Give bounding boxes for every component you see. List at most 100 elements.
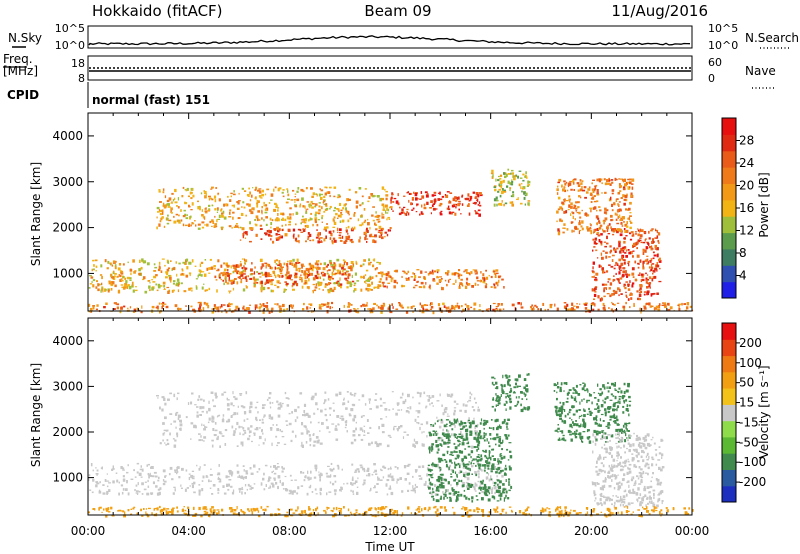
echo-cell: [590, 209, 592, 213]
echo-cell: [324, 186, 327, 189]
echo-cell: [375, 473, 378, 475]
echo-cell: [650, 245, 653, 247]
echo-cell: [238, 425, 241, 429]
echo-cell: [360, 214, 363, 217]
echo-cell: [489, 433, 492, 436]
echo-cell: [391, 478, 395, 482]
echo-cell: [154, 475, 158, 478]
echo-cell: [435, 430, 438, 432]
echo-cell: [253, 282, 256, 286]
echo-cell: [431, 492, 433, 495]
echo-cell: [359, 204, 362, 207]
echo-cell: [209, 474, 213, 476]
echo-cell: [428, 286, 431, 289]
echo-cell: [620, 248, 623, 251]
echo-cell: [329, 262, 332, 265]
echo-cell: [239, 226, 242, 229]
echo-cell: [429, 284, 431, 287]
echo-cell: [625, 235, 628, 237]
echo-cell: [421, 443, 423, 447]
echo-cell: [625, 255, 628, 258]
echo-cell: [464, 448, 467, 450]
echo-cell: [523, 192, 526, 195]
echo-cell: [475, 458, 477, 461]
echo-cell: [436, 420, 439, 423]
echo-cell: [212, 399, 214, 402]
echo-cell: [151, 279, 153, 281]
echo-cell: [458, 423, 462, 426]
echo-cell: [281, 430, 284, 433]
echo-cell: [135, 490, 139, 493]
echo-cell: [261, 406, 265, 409]
echo-cell: [112, 480, 115, 484]
echo-cell: [180, 219, 183, 222]
echo-cell: [161, 396, 165, 399]
echo-cell: [563, 210, 566, 214]
echo-cell: [575, 409, 578, 413]
echo-cell: [611, 454, 613, 459]
echo-cell: [181, 467, 184, 471]
echo-cell: [501, 278, 504, 281]
echo-cell: [365, 282, 367, 284]
echo-cell: [638, 298, 641, 301]
echo-cell: [211, 310, 215, 314]
echo-cell: [228, 279, 230, 282]
echo-cell: [310, 272, 313, 276]
echo-cell: [364, 236, 367, 241]
echo-cell: [344, 207, 347, 211]
echo-cell: [345, 407, 348, 410]
echo-cell: [405, 277, 408, 280]
echo-cell: [389, 310, 393, 314]
echo-cell: [374, 215, 377, 218]
echo-cell: [412, 475, 414, 478]
echo-cell: [203, 436, 207, 439]
echo-cell: [432, 424, 435, 427]
echo-cell: [624, 247, 627, 250]
echo-cell: [325, 207, 329, 210]
echo-cell: [429, 304, 431, 306]
echo-cell: [525, 391, 529, 393]
echo-cell: [248, 435, 251, 438]
echo-cell: [226, 203, 228, 207]
echo-cell: [460, 493, 463, 497]
echo-cell: [601, 391, 604, 395]
echo-cell: [280, 273, 283, 275]
echo-cell: [395, 269, 398, 273]
echo-cell: [512, 191, 515, 194]
echo-cell: [418, 402, 421, 405]
echo-cell: [296, 282, 299, 287]
echo-cell: [363, 425, 366, 427]
echo-cell: [257, 411, 259, 414]
echo-cell: [595, 200, 599, 203]
echo-cell: [159, 220, 162, 223]
echo-cell: [577, 184, 581, 187]
echo-cell: [590, 231, 593, 235]
echo-cell: [343, 203, 346, 207]
echo-cell: [295, 240, 299, 243]
echo-cell: [226, 282, 230, 285]
echo-cell: [158, 491, 161, 496]
echo-cell: [628, 395, 631, 399]
echo-cell: [186, 187, 189, 191]
echo-cell: [436, 485, 440, 489]
echo-cell: [478, 201, 481, 205]
echo-cell: [134, 270, 137, 272]
colorbar-swatch: [722, 150, 736, 168]
echo-cell: [264, 282, 267, 284]
echo-cell: [330, 468, 334, 472]
echo-cell: [167, 398, 170, 401]
echo-cell: [114, 273, 117, 275]
echo-cell: [635, 448, 638, 451]
echo-cell: [253, 433, 256, 436]
nave-label: Nave: [745, 64, 776, 78]
echo-cell: [582, 421, 585, 425]
echo-cell: [132, 289, 135, 293]
echo-cell: [456, 196, 458, 201]
echo-cell: [328, 491, 332, 493]
echo-cell: [358, 239, 361, 243]
echo-cell: [449, 498, 452, 502]
echo-cell: [295, 268, 298, 272]
echo-cell: [294, 408, 297, 413]
echo-cell: [618, 499, 621, 503]
echo-cell: [315, 260, 318, 263]
